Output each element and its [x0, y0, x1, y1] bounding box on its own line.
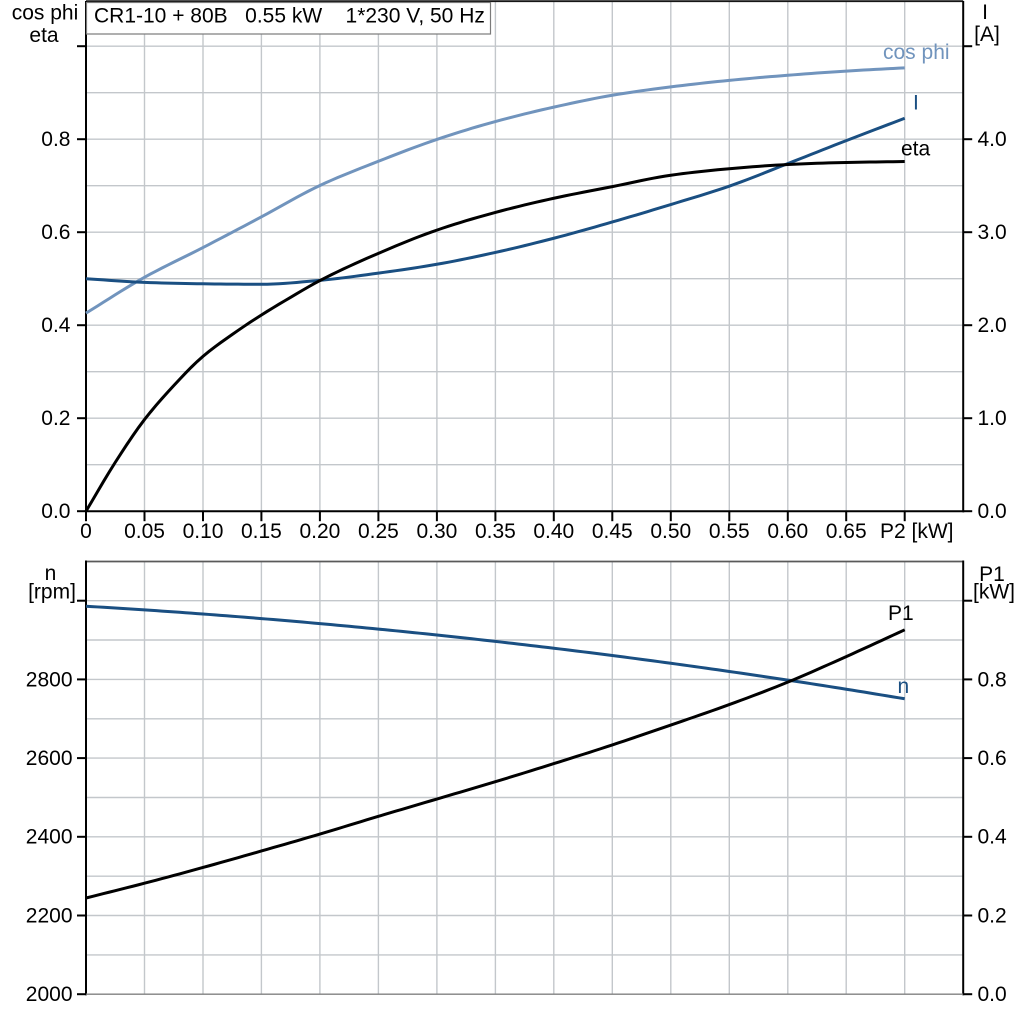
svg-text:0.15: 0.15: [241, 520, 282, 543]
svg-text:0.6: 0.6: [41, 221, 70, 244]
svg-text:0.4: 0.4: [41, 314, 71, 337]
svg-text:cos phi: cos phi: [12, 2, 79, 25]
svg-text:0.35: 0.35: [475, 520, 516, 543]
svg-text:4.0: 4.0: [978, 128, 1007, 151]
svg-text:0.45: 0.45: [592, 520, 633, 543]
svg-text:0.50: 0.50: [650, 520, 691, 543]
svg-text:2400: 2400: [26, 826, 73, 849]
svg-text:0.55: 0.55: [709, 520, 750, 543]
svg-text:[rpm]: [rpm]: [28, 581, 76, 604]
svg-text:0.25: 0.25: [358, 520, 399, 543]
svg-text:[kW]: [kW]: [973, 581, 1015, 604]
svg-text:cos phi: cos phi: [883, 41, 950, 64]
svg-text:0.8: 0.8: [978, 668, 1007, 691]
svg-text:0.4: 0.4: [978, 826, 1008, 849]
svg-text:P2 [kW]: P2 [kW]: [880, 520, 954, 543]
svg-text:0.2: 0.2: [978, 904, 1007, 927]
svg-text:0: 0: [80, 520, 92, 543]
svg-text:I: I: [982, 1, 988, 24]
svg-text:0.05: 0.05: [124, 520, 165, 543]
svg-text:eta: eta: [901, 138, 931, 161]
svg-text:P1: P1: [979, 563, 1005, 586]
svg-text:0.60: 0.60: [767, 520, 808, 543]
svg-text:0.2: 0.2: [41, 407, 70, 430]
svg-text:0.10: 0.10: [183, 520, 224, 543]
svg-text:0.8: 0.8: [41, 128, 70, 151]
svg-text:I: I: [913, 92, 919, 115]
svg-text:[A]: [A]: [974, 23, 1000, 46]
svg-text:0.65: 0.65: [826, 520, 867, 543]
svg-text:2200: 2200: [26, 904, 73, 927]
svg-text:0.6: 0.6: [978, 747, 1007, 770]
svg-text:0.40: 0.40: [533, 520, 574, 543]
svg-text:2600: 2600: [26, 747, 73, 770]
svg-text:P1: P1: [888, 602, 914, 625]
svg-text:2800: 2800: [26, 668, 73, 691]
svg-text:0.0: 0.0: [41, 500, 70, 523]
svg-text:0.0: 0.0: [978, 983, 1007, 1006]
svg-text:3.0: 3.0: [978, 221, 1007, 244]
svg-text:n: n: [45, 562, 57, 585]
svg-text:n: n: [898, 675, 910, 698]
svg-text:eta: eta: [29, 24, 59, 47]
svg-text:0.20: 0.20: [299, 520, 340, 543]
svg-text:0.30: 0.30: [416, 520, 457, 543]
svg-text:2000: 2000: [26, 983, 73, 1006]
svg-text:2.0: 2.0: [978, 314, 1007, 337]
svg-text:CR1-10 + 80B 0.55 kW 1*23: CR1-10 + 80B 0.55 kW 1*230 V, 50 Hz: [94, 5, 485, 28]
svg-text:1.0: 1.0: [978, 407, 1007, 430]
svg-text:0.0: 0.0: [978, 500, 1007, 523]
